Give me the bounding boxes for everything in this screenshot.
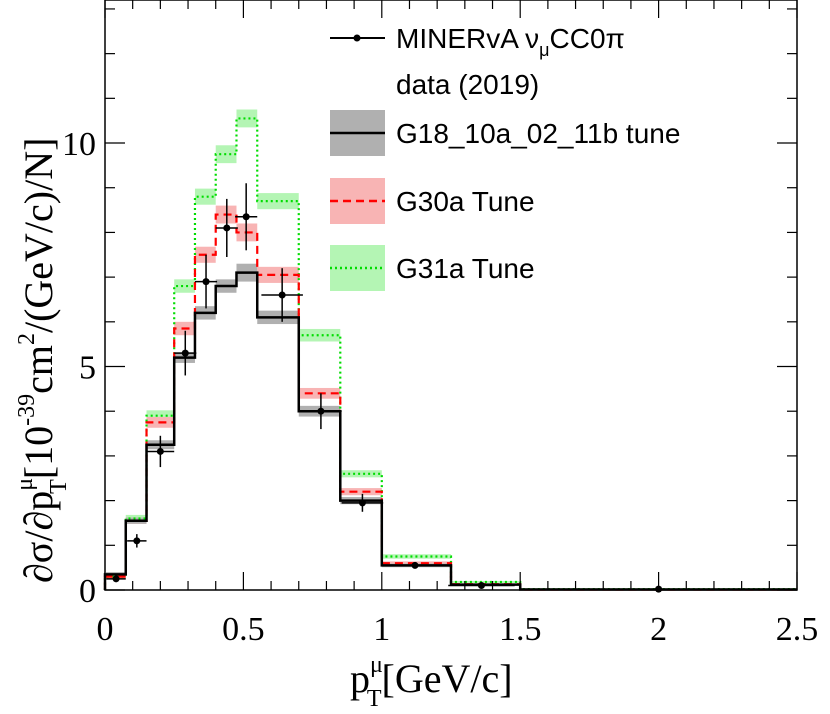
data-point-5 — [215, 198, 238, 258]
plot-frame — [104, 0, 798, 591]
series-line-g18-10a-02-11b-tune — [103, 271, 797, 591]
data-points — [106, 183, 797, 593]
x-tick-label: 2 — [650, 611, 667, 648]
band-g31a-tune-4 — [194, 188, 216, 205]
x-axis-title-sup: μ — [370, 652, 383, 678]
x-tick-label: 1 — [373, 611, 390, 648]
legend-data-sub: μ — [539, 40, 549, 60]
data-point-9 — [341, 493, 384, 512]
data-point-11 — [448, 582, 515, 590]
legend-data-marker — [353, 34, 361, 42]
data-point-8 — [300, 393, 342, 430]
band-g31a-tune-2 — [146, 410, 175, 422]
x-axis-title-unit: [GeV/c] — [382, 656, 513, 701]
band-g30a-tune-9 — [340, 488, 382, 496]
data-point-3 — [174, 330, 197, 376]
y-tick-label: 10 — [62, 126, 96, 163]
x-tick-label: 2.5 — [776, 611, 819, 648]
y-axis-ticks: 0 5 10 — [62, 8, 797, 610]
band-g31a-tune-6 — [236, 109, 258, 128]
y-axis-title-sup3: 2 — [14, 333, 40, 345]
uncertainty-bands — [105, 109, 797, 591]
legend-data-line2: data (2019) — [396, 69, 539, 100]
x-axis-title-p: p — [350, 656, 370, 701]
x-tick-label: 1.5 — [499, 611, 542, 648]
band-g31a-tune-9 — [340, 470, 382, 478]
y-axis-title-part2: [10 — [16, 426, 61, 479]
band-g30a-tune-7 — [257, 266, 299, 283]
y-axis-title-part1: ∂σ/∂p — [16, 491, 61, 583]
legend-g18-label: G18_10a_02_11b tune — [396, 118, 680, 149]
y-axis-title: ∂σ/∂pμ T[10-39cm2/(GeV/c)/N] — [12, 138, 72, 583]
data-point-2 — [146, 435, 175, 468]
legend-data-nu: ν — [525, 23, 539, 54]
band-g31a-tune-3 — [174, 279, 195, 293]
legend-g31-label: G31a Tune — [396, 253, 535, 284]
legend-data-rest: CC0π — [550, 23, 625, 54]
data-point-10 — [381, 561, 449, 569]
legend: MINERvA νμCC0π data (2019) G18_10a_02_11… — [330, 23, 680, 291]
y-tick-label: 0 — [79, 573, 96, 610]
y-axis-title-sup1: μ — [12, 478, 38, 491]
x-tick-label: 0 — [97, 611, 114, 648]
data-point-1 — [127, 534, 147, 548]
data-point-7 — [261, 268, 303, 322]
y-axis-title-part4: /(GeV/c)/N] — [16, 138, 61, 333]
data-point-0 — [106, 575, 126, 583]
band-g31a-tune-7 — [257, 193, 299, 210]
x-axis-title-sub: T — [367, 686, 382, 712]
y-axis-title-sup2: -39 — [14, 394, 40, 426]
data-point-4 — [194, 254, 218, 309]
data-point-6 — [235, 183, 258, 251]
y-axis-title-part3: cm — [16, 345, 61, 394]
legend-data-prefix: MINERvA — [396, 23, 525, 54]
x-axis-title: pμ T[GeV/c] — [350, 652, 513, 712]
legend-g30-label: G30a Tune — [396, 186, 535, 217]
x-tick-label: 0.5 — [222, 611, 265, 648]
y-axis-title-sub1: T — [46, 479, 72, 494]
legend-data-label: MINERvA νμCC0π — [396, 23, 625, 60]
y-tick-label: 5 — [79, 350, 96, 387]
band-g31a-tune-8 — [298, 328, 341, 342]
